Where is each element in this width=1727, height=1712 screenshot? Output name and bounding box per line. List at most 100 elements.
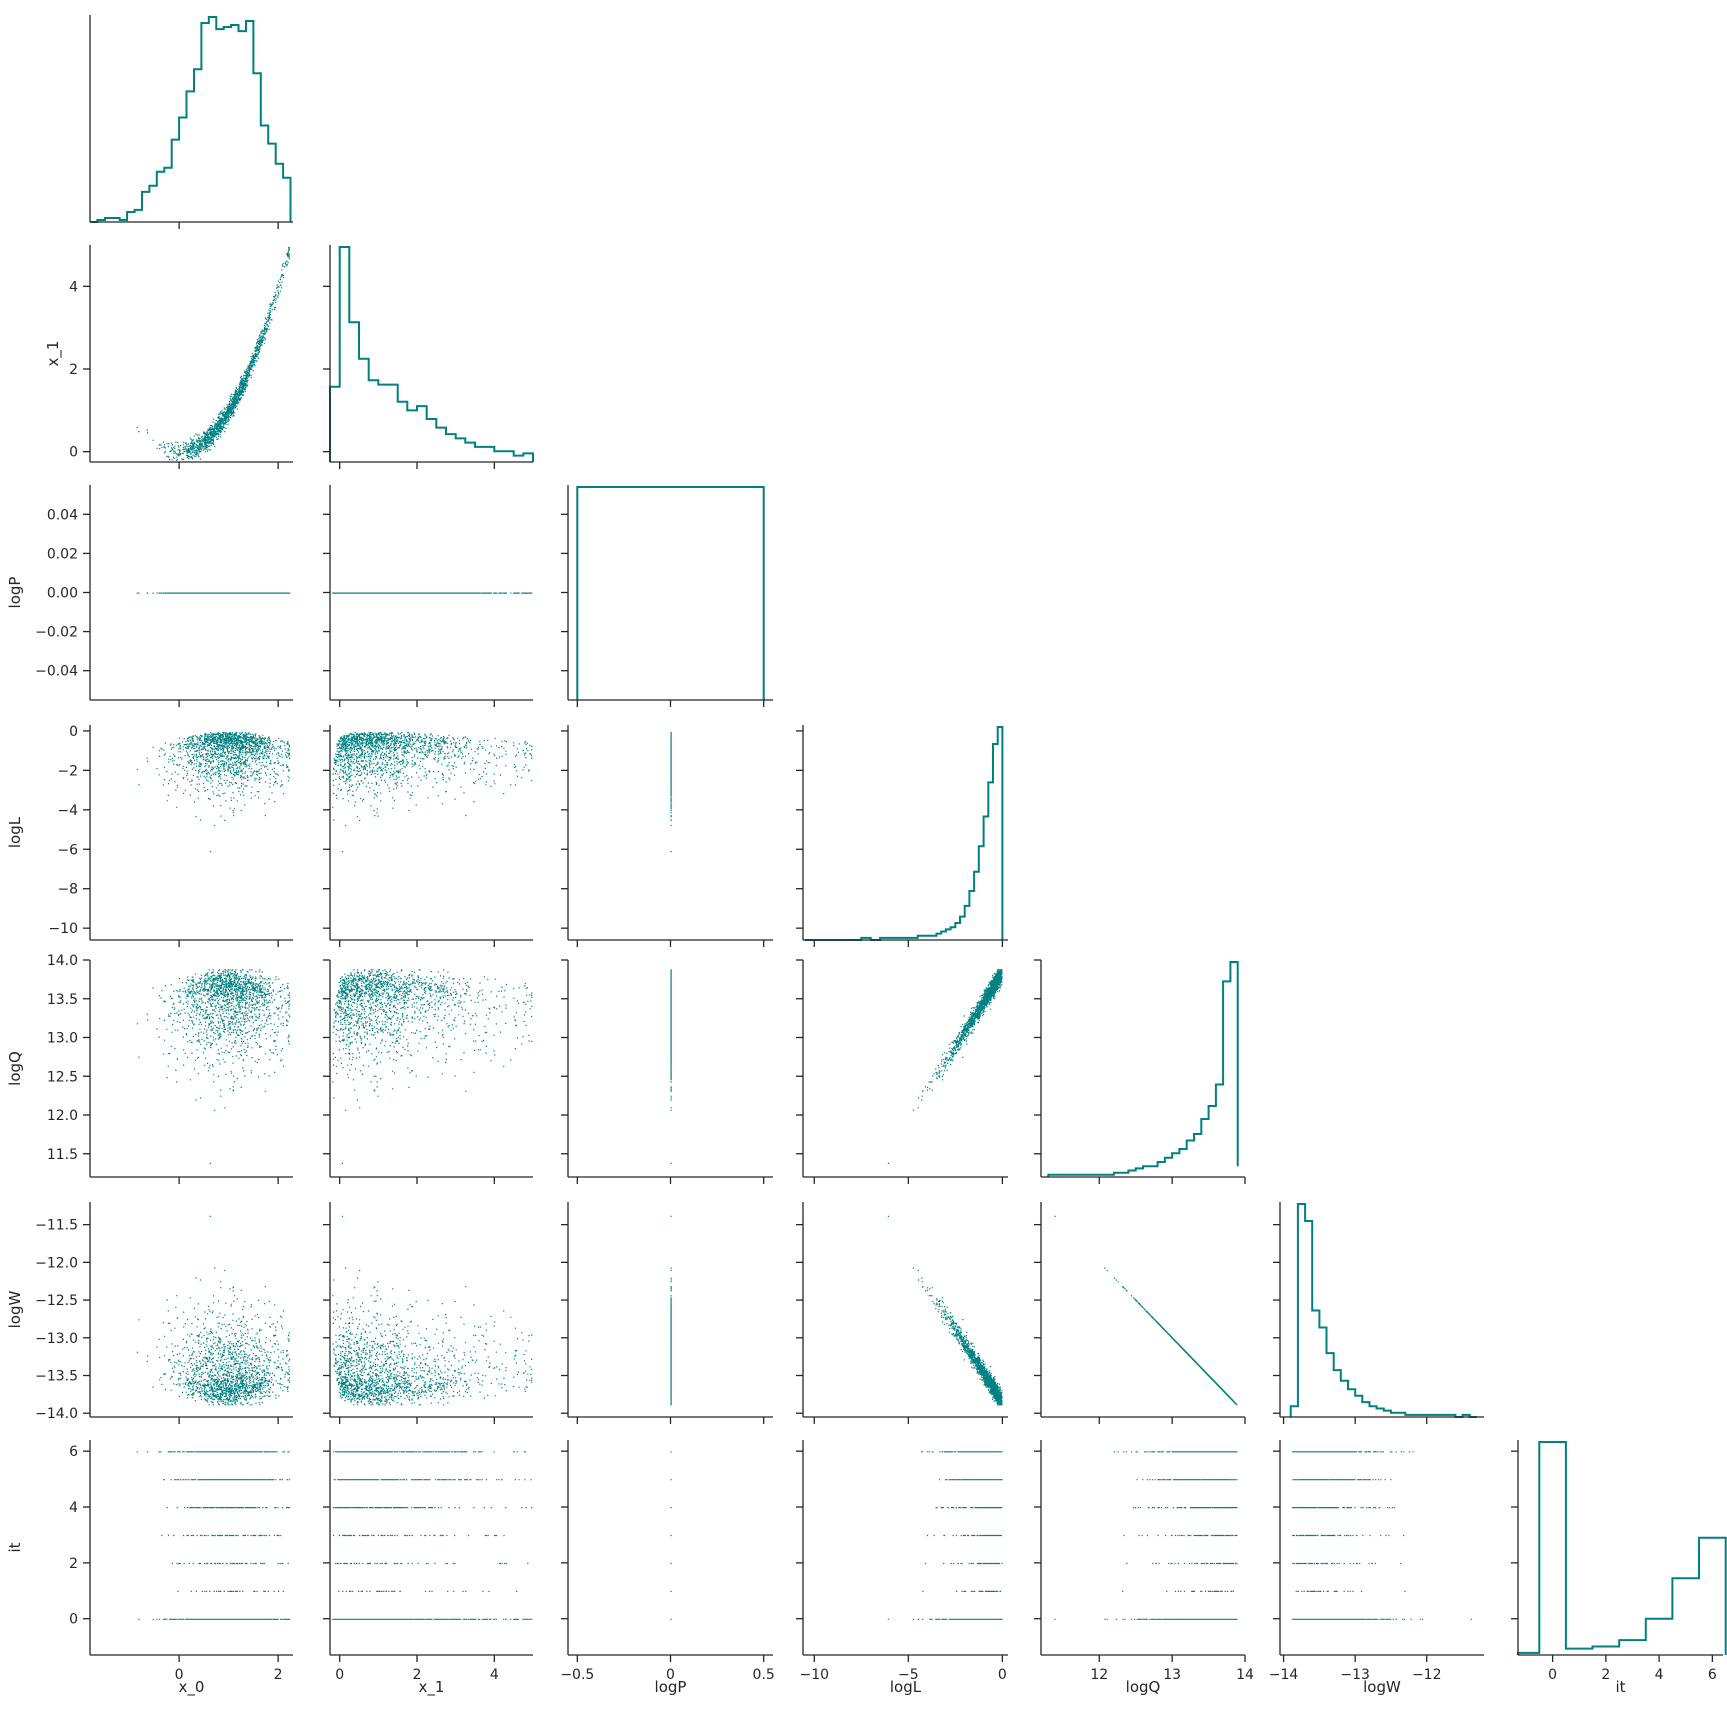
panel-logW-vs-logW xyxy=(1273,1202,1484,1424)
panel-logQ-vs-x_0: 11.5 12.0 12.5 13.0 13.5 14.0 xyxy=(47,953,293,1184)
y-tick-label: 0 xyxy=(69,1612,78,1628)
panel-it-vs-x_0: 0 2 4 6 0 2 xyxy=(69,1440,293,1683)
y-tick-label: −14.0 xyxy=(35,1406,78,1422)
x-tick-label: −10 xyxy=(800,1667,830,1683)
x-tick-label: 2 xyxy=(413,1667,422,1683)
y-tick-label: 0 xyxy=(69,445,78,461)
y-tick-label: −8 xyxy=(57,882,78,898)
panel-logL-vs-logP xyxy=(561,725,773,947)
scatter-points-x_1-vs-x_0 xyxy=(136,247,291,461)
panel-logL-vs-x_1 xyxy=(323,725,533,947)
x-axis-label-x_1: x_1 xyxy=(419,1678,445,1697)
panel-it-vs-it: 0 2 4 6 xyxy=(1511,1440,1727,1683)
y-axis-label-it: it xyxy=(6,1542,24,1552)
scatter-points-logW-vs-x_0 xyxy=(136,1215,291,1406)
scatter-points-logP-vs-x_0 xyxy=(136,592,291,594)
scatter-points-it-vs-logP xyxy=(670,1451,672,1620)
x-tick-label: −5 xyxy=(898,1667,919,1683)
y-tick-label: 2 xyxy=(69,1556,78,1572)
x-tick-label: −0.5 xyxy=(560,1667,594,1683)
histogram-logP xyxy=(576,486,765,700)
histogram-logL xyxy=(804,726,1004,941)
y-tick-label: −2 xyxy=(57,763,78,779)
panel-logP-vs-x_0: −0.04 −0.02 0.00 0.02 0.04 xyxy=(35,485,293,707)
panel-logQ-vs-logP xyxy=(561,959,773,1184)
y-tick-label: 14.0 xyxy=(47,953,78,969)
scatter-points-logQ-vs-logP xyxy=(670,969,672,1164)
y-tick-label: −0.04 xyxy=(35,664,78,680)
panel-x_0-vs-x_0 xyxy=(89,15,293,229)
y-tick-label: −13.0 xyxy=(35,1331,78,1347)
scatter-points-logW-vs-logL xyxy=(887,1215,1003,1406)
y-tick-label: −13.5 xyxy=(35,1369,78,1385)
panel-logP-vs-x_1 xyxy=(323,485,533,707)
x-tick-label: 6 xyxy=(1708,1667,1717,1683)
x-axis-label-logW: logW xyxy=(1363,1678,1401,1696)
panel-logL-vs-logL xyxy=(796,725,1008,947)
panel-x_1-vs-x_1 xyxy=(323,245,534,469)
scatter-points-logW-vs-x_1 xyxy=(332,1215,533,1406)
panel-logW-vs-x_0: −14.0 −13.5 −13.0 −12.5 −12.0 −11.5 xyxy=(35,1202,293,1424)
panel-it-vs-logL: −10 −5 0 xyxy=(796,1440,1008,1683)
y-axis-label-logP: logP xyxy=(6,577,24,609)
histogram-logQ xyxy=(1047,961,1239,1177)
y-axis-label-x_1: x_1 xyxy=(44,341,63,367)
x-axis-label-logP: logP xyxy=(655,1678,687,1696)
histogram-it xyxy=(1517,1441,1727,1655)
panel-it-vs-logP: −0.5 0 0.5 xyxy=(560,1440,775,1683)
histogram-logW xyxy=(1289,1203,1477,1418)
y-axis-label-logQ: logQ xyxy=(6,1051,24,1086)
panel-logW-vs-logQ xyxy=(1034,1202,1246,1424)
y-tick-label: 13.0 xyxy=(47,1031,78,1047)
scatter-points-logL-vs-logP xyxy=(670,731,672,853)
y-tick-label: −10 xyxy=(48,921,78,937)
y-tick-label: −12.5 xyxy=(35,1293,78,1309)
y-tick-label: 6 xyxy=(69,1444,78,1460)
panel-logL-vs-x_0: −10 −8 −6 −4 −2 0 xyxy=(48,724,293,947)
x-axis-label-x_0: x_0 xyxy=(179,1678,205,1697)
y-tick-label: 12.5 xyxy=(47,1069,78,1085)
scatter-points-it-vs-logW xyxy=(1292,1451,1473,1620)
panel-it-vs-logQ: 12 13 14 xyxy=(1034,1440,1254,1683)
x-tick-label: 2 xyxy=(274,1667,283,1683)
panel-logW-vs-logP xyxy=(561,1202,773,1424)
y-tick-label: 11.5 xyxy=(47,1147,78,1163)
x-tick-label: 0 xyxy=(666,1667,675,1683)
scatter-points-logP-vs-x_1 xyxy=(332,592,533,594)
y-tick-label: −0.02 xyxy=(35,625,78,641)
panel-it-vs-logW: −14 −13 −12 xyxy=(1269,1440,1484,1683)
y-tick-label: 4 xyxy=(69,279,78,295)
y-tick-label: −11.5 xyxy=(35,1218,78,1234)
panel-x_1-vs-x_0: 0 2 4 xyxy=(69,245,293,469)
panel-it-vs-x_1: 0 2 4 xyxy=(323,1440,533,1683)
x-tick-label: 0 xyxy=(175,1667,184,1683)
scatter-points-it-vs-logL xyxy=(887,1451,1003,1620)
panel-logQ-vs-logL xyxy=(796,959,1008,1184)
x-tick-label: −12 xyxy=(1412,1667,1442,1683)
y-tick-label: 4 xyxy=(69,1500,78,1516)
y-tick-label: 13.5 xyxy=(47,992,78,1008)
x-tick-label: 14 xyxy=(1236,1667,1254,1683)
x-tick-label: −13 xyxy=(1340,1667,1370,1683)
scatter-points-it-vs-x_1 xyxy=(332,1451,533,1620)
scatter-points-logQ-vs-x_0 xyxy=(136,969,291,1164)
y-tick-label: −6 xyxy=(57,842,78,858)
panel-logQ-vs-logQ xyxy=(1034,959,1246,1184)
scatter-points-logL-vs-x_0 xyxy=(136,731,291,853)
x-tick-label: 4 xyxy=(1655,1667,1664,1683)
x-axis-label-logQ: logQ xyxy=(1126,1678,1161,1696)
y-tick-label: 12.0 xyxy=(47,1108,78,1124)
scatter-points-logL-vs-x_1 xyxy=(332,731,533,853)
scatter-points-it-vs-logQ xyxy=(1054,1451,1238,1620)
scatter-points-logW-vs-logQ xyxy=(1054,1215,1238,1406)
y-tick-label: 0.00 xyxy=(47,586,78,602)
x-tick-label: 0 xyxy=(335,1667,344,1683)
scatter-points-logQ-vs-logL xyxy=(887,969,1003,1164)
x-tick-label: 4 xyxy=(490,1667,499,1683)
y-axis-label-logW: logW xyxy=(6,1290,24,1328)
panel-logP-vs-logP xyxy=(561,485,773,707)
y-tick-label: 0.04 xyxy=(47,507,78,523)
y-axis-label-logL: logL xyxy=(6,816,24,848)
scatter-points-it-vs-x_0 xyxy=(136,1451,291,1620)
